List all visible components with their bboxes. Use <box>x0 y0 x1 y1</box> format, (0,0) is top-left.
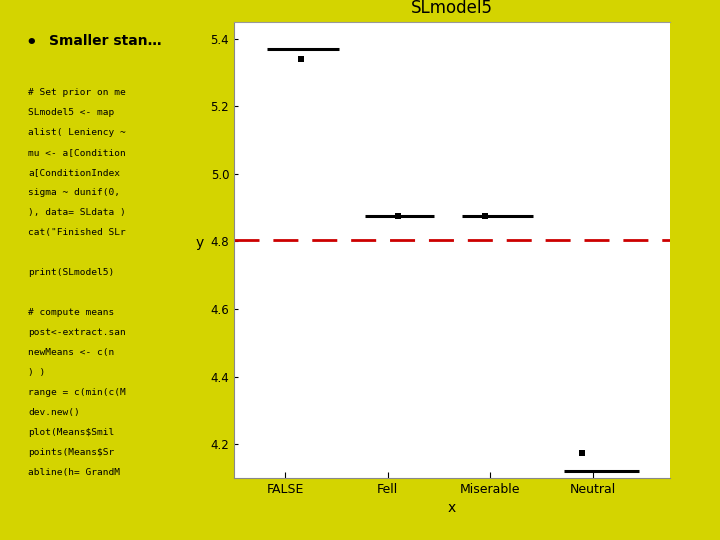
Y-axis label: y: y <box>195 236 204 249</box>
Text: dev.new(): dev.new() <box>28 408 80 417</box>
X-axis label: x: x <box>448 501 456 515</box>
Text: •: • <box>26 34 37 52</box>
Text: plot(Means$Smil: plot(Means$Smil <box>28 428 114 437</box>
Text: newMeans <- c(n: newMeans <- c(n <box>28 348 114 357</box>
Title: SLmodel5: SLmodel5 <box>411 0 492 17</box>
Text: SLmodel5 <- map: SLmodel5 <- map <box>28 109 114 117</box>
Text: # compute means: # compute means <box>28 308 114 317</box>
Text: points(Means$Sr: points(Means$Sr <box>28 448 114 457</box>
Text: sigma ~ dunif(0,: sigma ~ dunif(0, <box>28 188 120 197</box>
Text: range = c(min(c(M: range = c(min(c(M <box>28 388 126 397</box>
Text: ), data= SLdata ): ), data= SLdata ) <box>28 208 126 217</box>
Text: # Set prior on me: # Set prior on me <box>28 89 126 98</box>
Text: cat("Finished SLr: cat("Finished SLr <box>28 228 126 237</box>
Text: abline(h= GrandM: abline(h= GrandM <box>28 468 120 477</box>
Text: print(SLmodel5): print(SLmodel5) <box>28 268 114 277</box>
Text: a[ConditionIndex: a[ConditionIndex <box>28 168 120 177</box>
Text: mu <- a[Condition: mu <- a[Condition <box>28 148 126 157</box>
Text: post<-extract.san: post<-extract.san <box>28 328 126 337</box>
Text: ) ): ) ) <box>28 368 45 377</box>
Text: Smaller stan…: Smaller stan… <box>49 34 162 48</box>
Text: alist( Leniency ~: alist( Leniency ~ <box>28 129 126 137</box>
